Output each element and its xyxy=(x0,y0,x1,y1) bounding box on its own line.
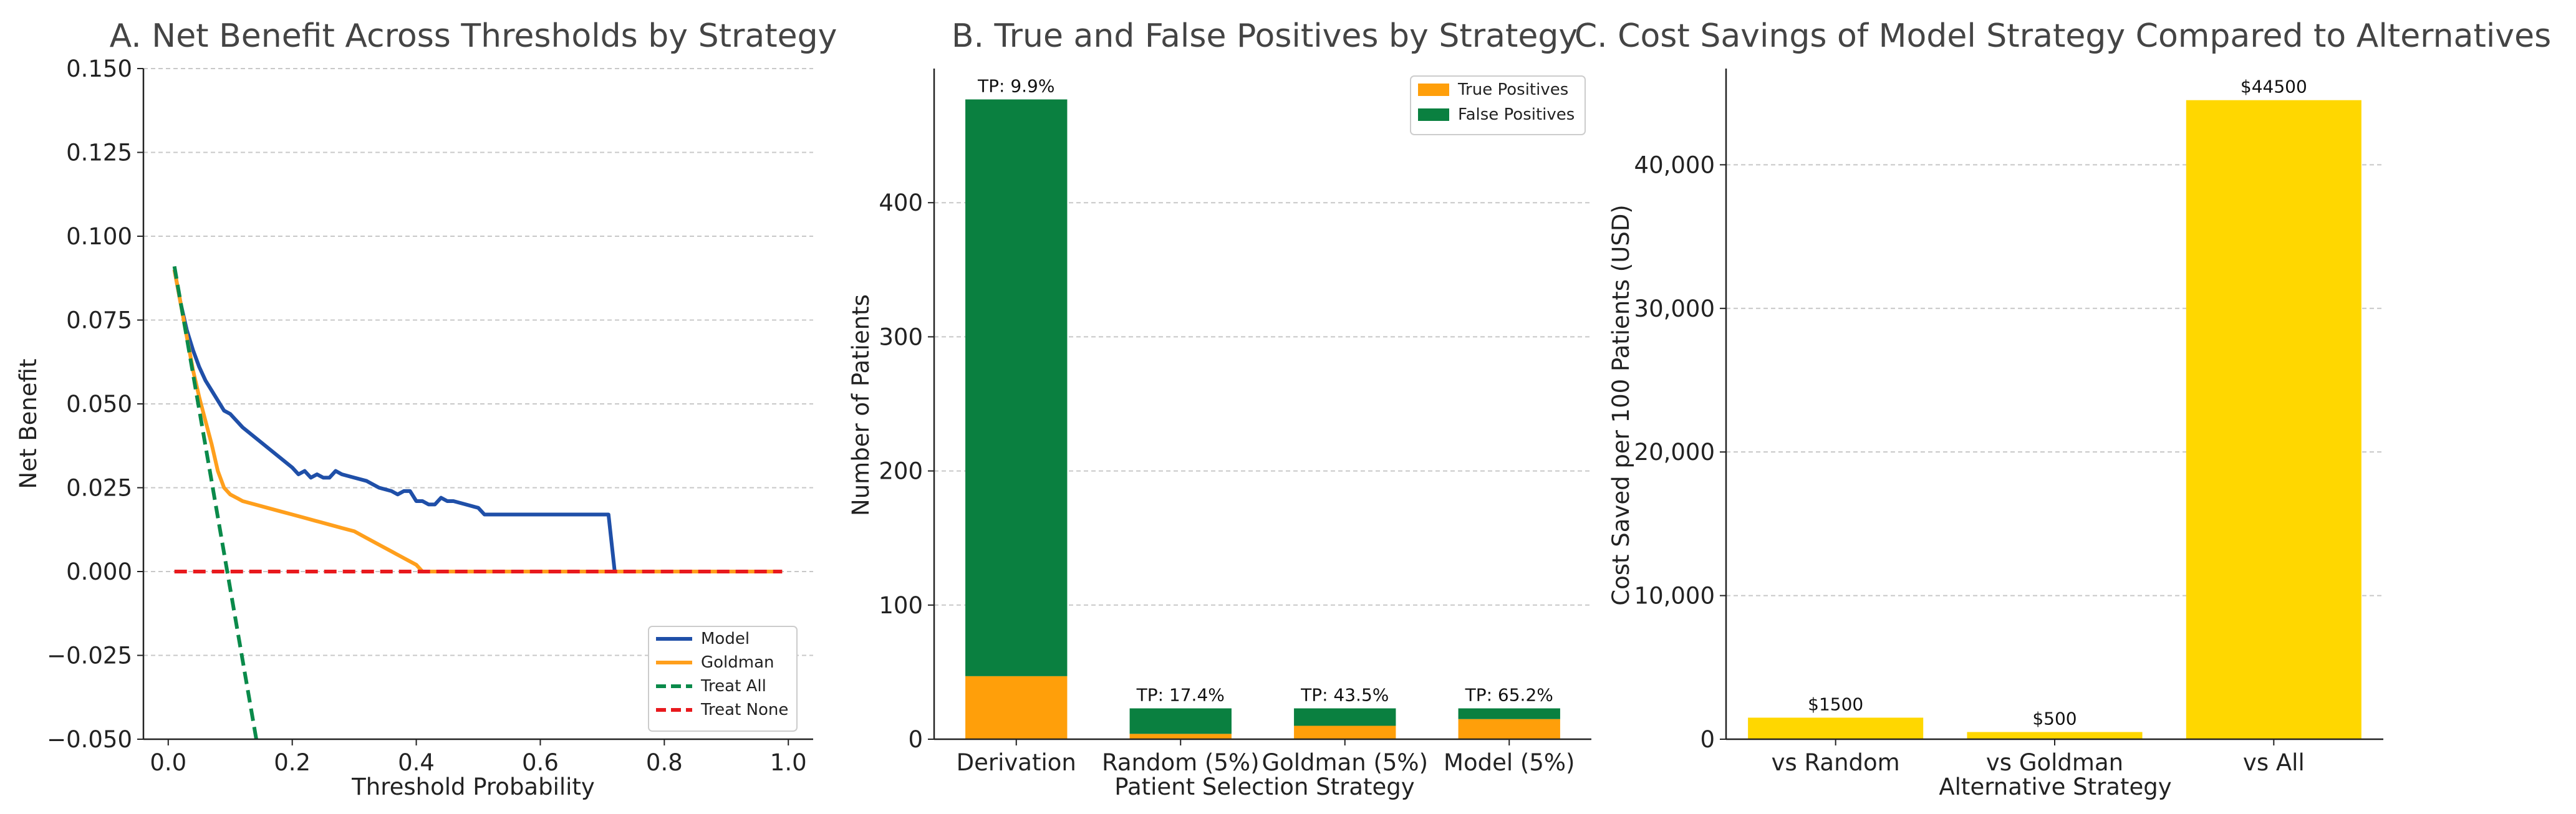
y-tick-label: 40,000 xyxy=(1634,151,1715,178)
series-line-treat-all xyxy=(172,266,258,740)
x-tick-label: 1.0 xyxy=(770,749,807,776)
x-tick-label: 0.6 xyxy=(522,749,559,776)
bar-label: $500 xyxy=(2032,708,2077,729)
legend-box xyxy=(648,626,798,732)
y-tick-label: 300 xyxy=(879,323,923,350)
cost-savings-y-label: Cost Saved per 100 Patients (USD) xyxy=(1608,204,1634,606)
bar-true-positives-goldman-5 xyxy=(1294,725,1396,739)
bar-vs-goldman xyxy=(1967,732,2143,739)
bar-false-positives-random-5 xyxy=(1129,708,1232,734)
series-line-model xyxy=(172,269,617,572)
x-tick-label: 0.0 xyxy=(150,749,186,776)
legend-box xyxy=(1410,75,1586,135)
bar-label: TP: 9.9% xyxy=(977,75,1054,96)
cost-savings-title: C. Cost Savings of Model Strategy Compar… xyxy=(1575,17,2551,55)
bar-false-positives-goldman-5 xyxy=(1294,708,1396,726)
positives-legend: True Positives False Positives xyxy=(1410,75,1586,135)
legend-label-treat-all: Treat All xyxy=(700,677,766,696)
net-benefit-title: A. Net Benefit Across Thresholds by Stra… xyxy=(110,17,837,55)
bar-label: TP: 17.4% xyxy=(1136,685,1225,706)
x-tick-label: Goldman (5%) xyxy=(1261,749,1428,776)
legend-label-goldman: Goldman xyxy=(701,653,774,672)
bar-vs-all xyxy=(2186,100,2361,740)
positives-title: B. True and False Positives by Strategy xyxy=(952,17,1578,55)
net-benefit-x-label: Threshold Probability xyxy=(351,773,595,800)
bar-vs-random xyxy=(1748,717,1924,739)
y-tick-label: 0.050 xyxy=(66,391,132,418)
x-tick-label: 0.2 xyxy=(274,749,311,776)
legend-swatch-true-positives xyxy=(1418,84,1449,96)
y-tick-label: 400 xyxy=(879,189,923,216)
bar-true-positives-derivation xyxy=(965,676,1068,739)
y-tick-label: 0 xyxy=(1700,726,1715,753)
net-benefit-panel: A. Net Benefit Across Thresholds by Stra… xyxy=(15,17,837,800)
x-tick-label: vs All xyxy=(2243,749,2305,776)
bar-true-positives-model-5 xyxy=(1458,719,1560,739)
positives-panel: B. True and False Positives by Strategy … xyxy=(847,17,1591,800)
legend-label-treat-none: Treat None xyxy=(700,701,788,719)
y-tick-label: 100 xyxy=(879,592,923,619)
net-benefit-y-label: Net Benefit xyxy=(15,359,42,489)
positives-x-label: Patient Selection Strategy xyxy=(1114,773,1414,800)
legend-swatch-false-positives xyxy=(1418,108,1449,121)
x-tick-label: Model (5%) xyxy=(1444,749,1575,776)
y-tick-label: 0.000 xyxy=(66,558,132,585)
x-tick-label: Derivation xyxy=(957,749,1076,776)
positives-y-label: Number of Patients xyxy=(847,294,874,516)
legend-label-model: Model xyxy=(701,630,750,648)
bar-false-positives-derivation xyxy=(965,99,1068,676)
bar-label: TP: 43.5% xyxy=(1300,685,1389,706)
y-tick-label: 0.025 xyxy=(66,475,132,502)
y-tick-label: 0.150 xyxy=(66,55,132,82)
y-tick-label: 0 xyxy=(908,726,923,753)
y-tick-label: 0.100 xyxy=(66,223,132,250)
x-tick-label: vs Random xyxy=(1772,749,1900,776)
net-benefit-legend: Model Goldman Treat All Treat None xyxy=(648,626,798,732)
x-tick-label: 0.4 xyxy=(398,749,435,776)
legend-label-false-positives: False Positives xyxy=(1458,105,1575,124)
cost-savings-x-label: Alternative Strategy xyxy=(1939,773,2171,800)
cost-savings-panel: C. Cost Savings of Model Strategy Compar… xyxy=(1575,17,2551,800)
series-line-goldman xyxy=(172,269,783,573)
bar-label: TP: 65.2% xyxy=(1465,685,1553,706)
bar-true-positives-random-5 xyxy=(1129,734,1232,739)
y-tick-label: 30,000 xyxy=(1634,295,1715,322)
legend-label-true-positives: True Positives xyxy=(1457,80,1568,99)
y-tick-label: 10,000 xyxy=(1634,583,1715,610)
x-tick-label: Random (5%) xyxy=(1102,749,1260,776)
y-tick-label: −0.025 xyxy=(47,643,132,669)
bar-label: $44500 xyxy=(2241,77,2307,97)
y-tick-label: 0.075 xyxy=(66,307,132,334)
bar-false-positives-model-5 xyxy=(1458,708,1560,719)
y-tick-label: 0.125 xyxy=(66,140,132,166)
x-tick-label: vs Goldman xyxy=(1986,749,2123,776)
x-tick-label: 0.8 xyxy=(646,749,683,776)
bar-label: $1500 xyxy=(1808,694,1863,714)
y-tick-label: 20,000 xyxy=(1634,439,1715,466)
y-tick-label: −0.050 xyxy=(47,726,132,753)
y-tick-label: 200 xyxy=(879,458,923,485)
